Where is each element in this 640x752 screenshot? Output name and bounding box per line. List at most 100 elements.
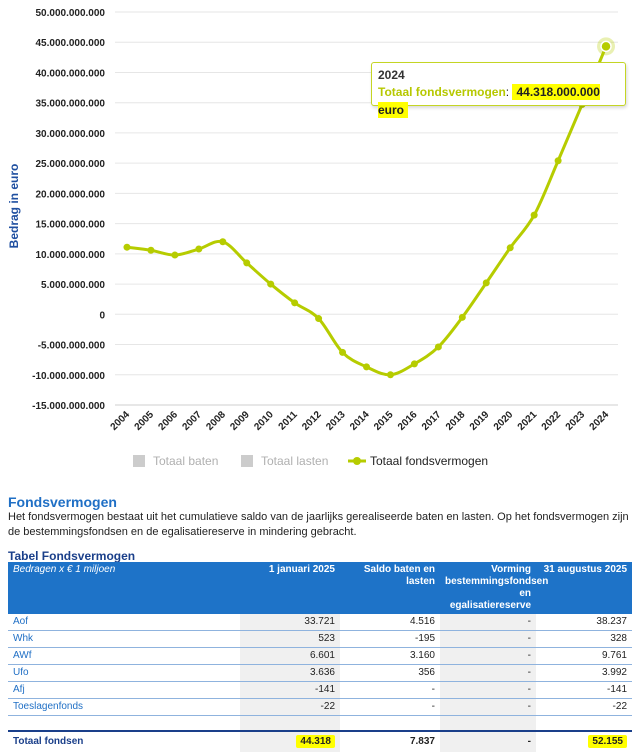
data-point[interactable] — [267, 280, 275, 288]
cell: 523 — [240, 630, 340, 648]
data-point[interactable] — [434, 343, 442, 351]
y-tick-label: -10.000.000.000 — [32, 371, 105, 382]
legend-item[interactable]: Totaal baten — [133, 454, 218, 468]
data-point[interactable] — [530, 211, 538, 219]
data-point[interactable] — [363, 363, 370, 371]
section-description: Het fondsvermogen bestaat uit het cumula… — [8, 511, 629, 538]
total-cell-start: 44.318 — [296, 735, 335, 748]
cell: -141 — [536, 681, 632, 699]
x-tick-label: 2020 — [492, 409, 516, 433]
data-point[interactable] — [386, 371, 394, 379]
y-tick-label: 25.000.000.000 — [35, 159, 105, 170]
cell: -141 — [240, 681, 340, 699]
data-point[interactable] — [410, 360, 418, 368]
legend-swatch — [241, 455, 253, 467]
legend-label: Totaal lasten — [261, 454, 328, 468]
col-header-saldo: Saldo baten en lasten — [340, 562, 440, 614]
row-label: Ufo — [8, 664, 240, 682]
cell: - — [440, 647, 536, 665]
col-header-vorming: Vorming bestemmingsfondsen en egalisatie… — [440, 562, 548, 614]
x-tick-label: 2016 — [396, 409, 420, 433]
fund-table: Bedragen x € 1 miljoen 1 januari 2025 Sa… — [8, 562, 632, 752]
cell: 3.160 — [340, 647, 440, 665]
y-tick-label: 5.000.000.000 — [41, 280, 105, 291]
table-header-row: Bedragen x € 1 miljoen 1 januari 2025 Sa… — [8, 562, 632, 614]
table-title: Tabel Fondsvermogen — [8, 549, 136, 563]
legend-label: Totaal baten — [153, 454, 218, 468]
y-tick-label: 50.000.000.000 — [35, 8, 105, 19]
legend: Totaal baten Totaal lasten Totaal fondsver… — [133, 454, 488, 468]
data-point[interactable] — [147, 246, 155, 254]
cell: 328 — [536, 630, 632, 648]
cell: - — [440, 664, 536, 682]
x-tick-label: 2004 — [109, 409, 133, 433]
cell: - — [340, 681, 440, 699]
y-tick-label: 30.000.000.000 — [35, 129, 105, 140]
table-row: Whk 523 -195 - 328 — [8, 630, 632, 648]
data-point[interactable] — [123, 243, 131, 251]
chart-tooltip: 2024 Totaal fondsvermogen: 44.318.000.00… — [371, 62, 626, 118]
x-tick-label: 2010 — [252, 409, 276, 433]
x-tick-label: 2024 — [588, 409, 612, 433]
cell: - — [440, 630, 536, 648]
y-tick-label: 45.000.000.000 — [35, 38, 105, 49]
cell: 3.992 — [536, 664, 632, 682]
table-row: Afj -141 - - -141 — [8, 681, 632, 699]
y-tick-label: -15.000.000.000 — [32, 401, 105, 412]
data-point[interactable] — [219, 238, 227, 246]
total-label: Totaal fondsen — [13, 736, 84, 747]
data-point[interactable] — [506, 244, 514, 252]
table-row: AWf 6.601 3.160 - 9.761 — [8, 647, 632, 665]
data-point[interactable] — [315, 315, 323, 323]
x-tick-label: 2014 — [348, 409, 372, 433]
cell: - — [440, 698, 536, 716]
x-tick-label: 2012 — [300, 409, 324, 433]
x-tick-label: 2022 — [540, 409, 564, 433]
data-point[interactable] — [458, 313, 466, 321]
cell: 4.516 — [340, 614, 440, 631]
cell: - — [440, 614, 536, 631]
x-tick-label: 2023 — [564, 409, 588, 433]
line-chart: 50.000.000.000 45.000.000.000 40.000.000.0… — [7, 8, 618, 468]
total-cell-saldo: 7.837 — [409, 736, 435, 747]
data-point[interactable] — [243, 259, 251, 267]
cell: 356 — [340, 664, 440, 682]
row-label: AWf — [8, 647, 240, 665]
row-label: Whk — [8, 630, 240, 648]
x-axis-ticks: 2004 2005 2006 2007 2008 2009 2010 2011 2012 2013… — [109, 409, 612, 433]
gridlines — [115, 11, 618, 406]
x-tick-label: 2006 — [156, 409, 180, 433]
data-point[interactable] — [291, 299, 299, 307]
y-tick-label: 35.000.000.000 — [35, 99, 105, 110]
data-point-highlighted[interactable] — [600, 40, 612, 53]
total-cell-end: 52.155 — [588, 735, 627, 748]
data-point[interactable] — [195, 245, 203, 253]
row-label: Toeslagenfonds — [8, 698, 240, 716]
legend-item[interactable]: Totaal lasten — [241, 454, 328, 468]
y-axis-ticks: 50.000.000.000 45.000.000.000 40.000.000.0… — [32, 8, 105, 412]
y-tick-label: 20.000.000.000 — [35, 189, 105, 200]
x-tick-label: 2013 — [324, 409, 348, 433]
cell: 33.721 — [240, 614, 340, 631]
cell: -22 — [536, 698, 632, 716]
total-cell-vorming: - — [440, 731, 536, 752]
legend-item[interactable]: Totaal fondsvermogen — [348, 454, 488, 468]
cell: 3.636 — [240, 664, 340, 682]
data-point[interactable] — [339, 348, 347, 356]
x-tick-label: 2008 — [204, 409, 228, 433]
y-tick-label: 40.000.000.000 — [35, 68, 105, 79]
data-point[interactable] — [554, 157, 562, 165]
x-tick-label: 2017 — [420, 409, 444, 433]
data-point[interactable] — [482, 279, 490, 287]
row-label: Afj — [8, 681, 240, 699]
x-tick-label: 2009 — [228, 409, 252, 433]
legend-swatch — [133, 455, 145, 467]
cell: - — [440, 681, 536, 699]
cell: -195 — [340, 630, 440, 648]
x-tick-label: 2005 — [133, 409, 157, 433]
table-row: Aof 33.721 4.516 - 38.237 — [8, 614, 632, 631]
table-spacer-row — [8, 715, 632, 732]
table-total-row: Totaal fondsen 44.318 7.837 - 52.155 — [8, 731, 632, 752]
col-header-end: 31 augustus 2025 — [536, 562, 632, 614]
data-point[interactable] — [171, 251, 179, 259]
